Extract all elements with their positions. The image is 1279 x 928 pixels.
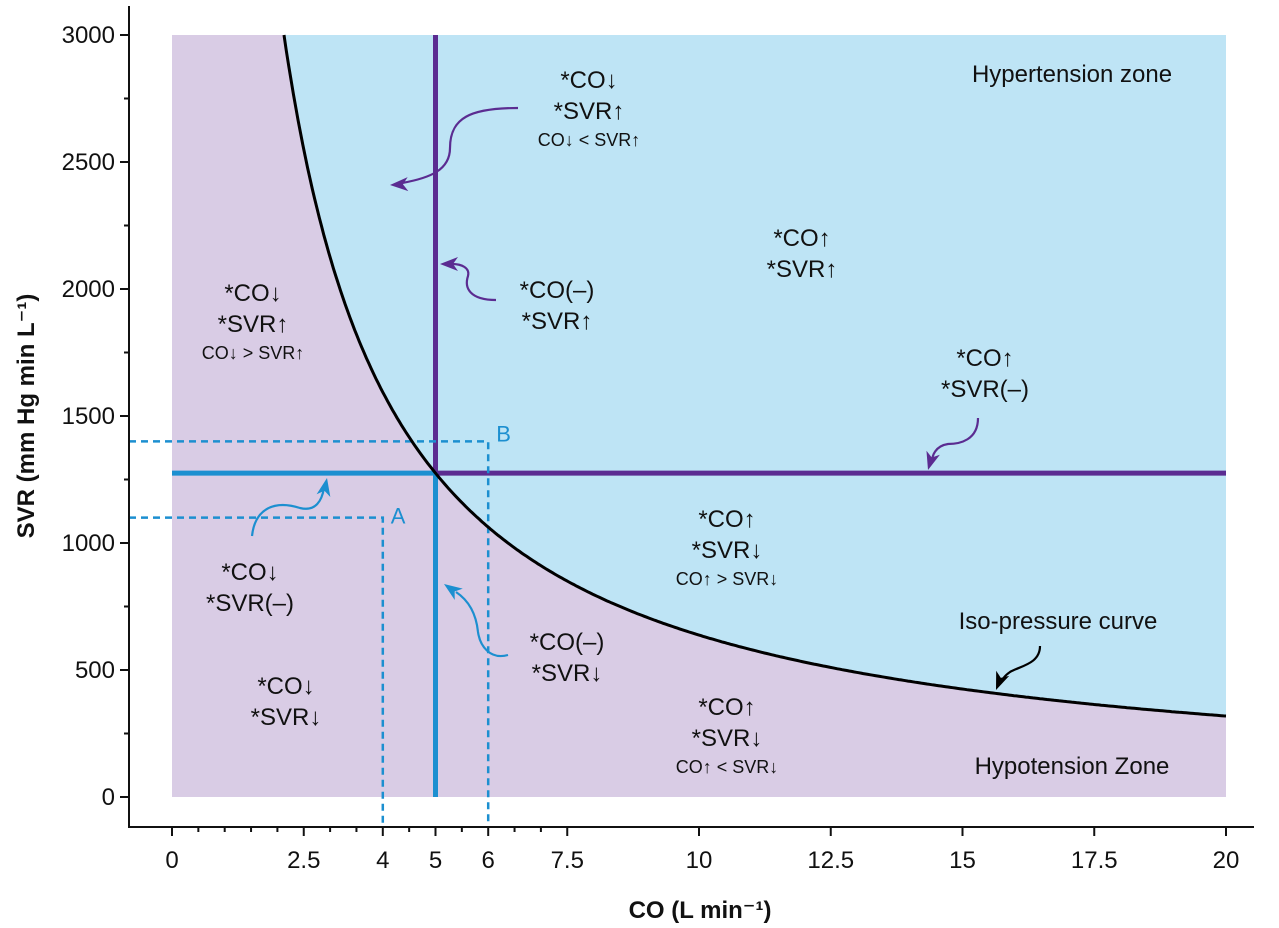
x-tick-label: 7.5 — [551, 847, 584, 874]
y-tick-label: 0 — [102, 784, 115, 811]
annotation-comparison: CO↓ < SVR↑ — [538, 130, 641, 150]
arrow-blue-left-head — [316, 478, 331, 498]
annotation-line: *CO↓ — [257, 673, 314, 700]
y-tick-label: 500 — [75, 657, 115, 684]
annotation-line: *SVR↑ — [522, 308, 593, 335]
annotation-line: *CO↑ — [698, 694, 755, 721]
x-tick-label: 17.5 — [1071, 847, 1118, 874]
iso-pressure-curve — [282, 34, 1227, 718]
annotation-comparison: CO↓ > SVR↑ — [202, 343, 305, 363]
point-label-a: A — [391, 504, 406, 529]
annotation-line: *SVR↑ — [218, 311, 289, 338]
annotation-line: *SVR(–) — [941, 376, 1029, 403]
annotation-line: *SVR↓ — [692, 725, 763, 752]
zone-fills — [172, 35, 1226, 797]
x-tick-label: 15 — [949, 847, 976, 874]
annotation-line: *CO↓ — [560, 67, 617, 94]
arrow-blue-left — [250, 487, 326, 537]
annotation-line: *SVR↓ — [532, 660, 603, 687]
annotation-line: Iso-pressure curve — [959, 608, 1158, 635]
y-axis-title: SVR (mm Hg min L⁻¹) — [13, 294, 40, 539]
x-tick-label: 10 — [686, 847, 713, 874]
hypertension-zone-label: Hypertension zone — [972, 61, 1172, 88]
axes — [120, 6, 1254, 836]
annotation-line: *CO(–) — [520, 277, 595, 304]
x-axis-title: CO (L min⁻¹) — [629, 897, 772, 924]
annotation-line: *CO↓ — [221, 559, 278, 586]
x-tick-label: 4 — [376, 847, 389, 874]
x-tick-label: 12.5 — [807, 847, 854, 874]
x-tick-label: 20 — [1213, 847, 1240, 874]
curve-layer — [282, 34, 1227, 718]
annotation-line: *SVR↓ — [251, 704, 322, 731]
point-guide-a — [129, 516, 385, 827]
x-tick-label: 0 — [165, 847, 178, 874]
arrow-purple-upper — [401, 106, 519, 185]
hypotension-zone-label: Hypotension Zone — [975, 753, 1170, 780]
arrow-blue-lower-head — [444, 584, 463, 601]
arrow-purple-mid — [451, 262, 497, 302]
annotation-line: *CO↓ — [224, 280, 281, 307]
x-tick-label: 6 — [482, 847, 495, 874]
annotation-comparison: CO↑ > SVR↓ — [676, 569, 779, 589]
x-tick-label: 2.5 — [287, 847, 320, 874]
annotation-arrows — [250, 106, 1042, 690]
annotation-line: *SVR(–) — [206, 590, 294, 617]
arrow-iso-curve-head — [996, 670, 1010, 690]
arrow-purple-mid-head — [440, 257, 458, 271]
y-tick-label: 1500 — [62, 403, 115, 430]
arrow-blue-lower — [455, 591, 509, 658]
arrow-purple-right — [930, 417, 980, 463]
annotation-line: *CO↑ — [773, 225, 830, 252]
hypertension-zone — [284, 35, 1226, 716]
point-guide-b — [129, 440, 490, 827]
y-tick-label: 2500 — [62, 149, 115, 176]
annotation-line: *CO(–) — [530, 629, 605, 656]
point-label-b: B — [496, 421, 511, 446]
annotation-comparison: CO↑ < SVR↓ — [676, 757, 779, 777]
axis-frame — [128, 6, 1254, 828]
arrow-purple-right-head — [926, 450, 940, 470]
y-tick-label: 2000 — [62, 276, 115, 303]
annotation-line: *SVR↑ — [554, 98, 625, 125]
reference-lines — [129, 35, 1226, 827]
arrow-purple-upper-head — [390, 177, 409, 192]
y-tick-label: 3000 — [62, 22, 115, 49]
x-tick-label: 5 — [429, 847, 442, 874]
y-tick-label: 1000 — [62, 530, 115, 557]
annotation-line: *SVR↑ — [767, 256, 838, 283]
labels: 0 500 1000 1500 2000 2500 3000 0 2.5 4 5 6 7.5 10 12.5… — [13, 22, 1239, 924]
annotation-line: *SVR↓ — [692, 537, 763, 564]
annotation-line: *CO↑ — [698, 506, 755, 533]
annotation-line: *CO↑ — [956, 345, 1013, 372]
